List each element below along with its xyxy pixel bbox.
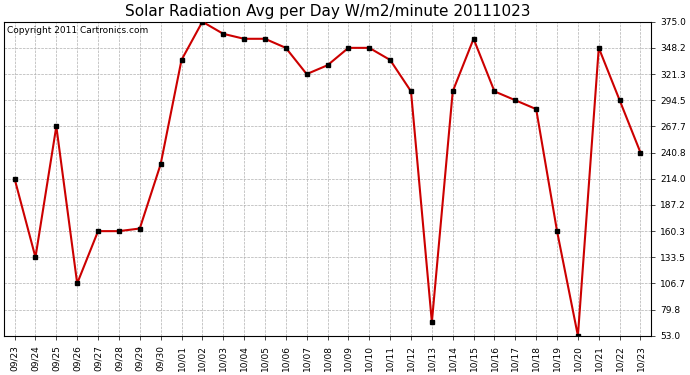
Title: Solar Radiation Avg per Day W/m2/minute 20111023: Solar Radiation Avg per Day W/m2/minute … (125, 4, 531, 19)
Text: Copyright 2011 Cartronics.com: Copyright 2011 Cartronics.com (8, 26, 148, 35)
